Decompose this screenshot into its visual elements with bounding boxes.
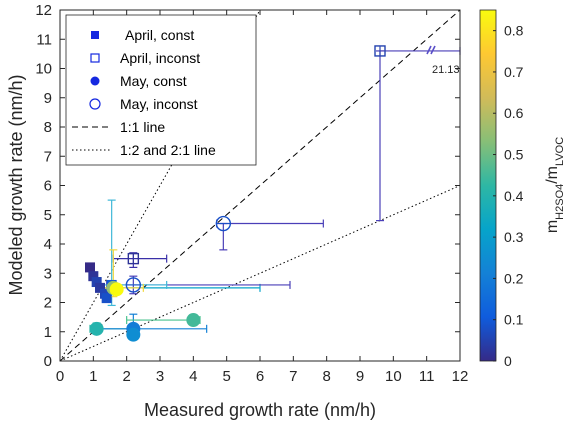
y-tick-label-12: 12 bbox=[35, 2, 52, 19]
x-tick-label-0: 0 bbox=[56, 368, 64, 385]
colorbar-tick-label-0.5: 0.5 bbox=[504, 147, 524, 163]
x-tick-label-1: 1 bbox=[89, 368, 97, 385]
legend-label-1-2-2-1-line: 1:2 and 2:1 line bbox=[120, 142, 216, 158]
point-april-const-0 bbox=[85, 262, 95, 273]
y-tick-label-5: 5 bbox=[44, 207, 52, 224]
x-tick-label-2: 2 bbox=[122, 368, 130, 385]
x-tick-label-8: 8 bbox=[322, 368, 330, 385]
legend-marker-filled-circle bbox=[90, 76, 100, 86]
legend-label-april-const: April, const bbox=[125, 27, 194, 43]
y-tick-label-3: 3 bbox=[44, 265, 52, 282]
colorbar-tick-label-0.7: 0.7 bbox=[504, 64, 524, 80]
legend-label-may-const: May, const bbox=[120, 73, 187, 89]
colorbar-tick-label-0.3: 0.3 bbox=[504, 229, 524, 245]
data-points bbox=[85, 45, 386, 342]
colorbar-tick-label-0: 0 bbox=[504, 353, 512, 369]
y-tick-label-10: 10 bbox=[35, 61, 52, 78]
x-tick-label-10: 10 bbox=[385, 368, 402, 385]
annotation-label: 21.13 bbox=[432, 64, 460, 76]
reference-lines bbox=[60, 10, 460, 361]
legend-label-may-inconst: May, inconst bbox=[120, 96, 198, 112]
point-april-const-5 bbox=[101, 293, 112, 304]
y-tick-label-7: 7 bbox=[44, 148, 52, 165]
legend-label-1-1-line: 1:1 line bbox=[120, 119, 165, 135]
x-tick-label-12: 12 bbox=[452, 368, 469, 385]
legend-marker-open-square bbox=[90, 53, 100, 63]
legend: April, const April, inconst May, const M… bbox=[65, 14, 257, 166]
legend-box bbox=[65, 14, 257, 166]
x-tick-label-7: 7 bbox=[289, 368, 297, 385]
y-tick-label-8: 8 bbox=[44, 119, 52, 136]
point-may-const-4 bbox=[109, 282, 124, 297]
point-april-const-2 bbox=[91, 277, 102, 288]
x-tick-label-11: 11 bbox=[419, 368, 435, 385]
y-tick-label-0: 0 bbox=[44, 353, 52, 370]
x-tick-label-6: 6 bbox=[256, 368, 264, 385]
point-may-const-0 bbox=[89, 321, 104, 336]
y-tick-label-9: 9 bbox=[44, 90, 52, 107]
colorbar: 0 0.1 0.2 0.3 0.4 0.5 0.6 0.7 0.8 mH2SO4/mLVOC bbox=[479, 9, 566, 369]
colorbar-ticks: 0 0.1 0.2 0.3 0.4 0.5 0.6 0.7 0.8 bbox=[493, 23, 524, 369]
x-tick-label-4: 4 bbox=[189, 368, 197, 385]
x-tick-label-3: 3 bbox=[156, 368, 164, 385]
point-may-const-5 bbox=[186, 313, 201, 328]
colorbar-tick-label-0.8: 0.8 bbox=[504, 23, 524, 39]
point-april-const-3 bbox=[95, 282, 105, 293]
y-tick-label-4: 4 bbox=[44, 236, 52, 253]
colorbar-tick-label-0.1: 0.1 bbox=[504, 312, 524, 328]
reference-line-2 bbox=[60, 185, 460, 361]
colorbar-tick-label-0.2: 0.2 bbox=[504, 270, 524, 286]
legend-label-april-inconst: April, inconst bbox=[120, 50, 200, 66]
colorbar-tick-label-0.4: 0.4 bbox=[504, 188, 524, 204]
x-axis-ticks: 0 1 2 3 4 5 6 7 8 9 10 11 12 bbox=[56, 10, 469, 385]
colorbar-label: mH2SO4/mLVOC bbox=[544, 137, 566, 233]
y-tick-label-11: 11 bbox=[36, 31, 52, 48]
axis-break-annotation: 21.13 bbox=[426, 45, 460, 76]
colorbar-tick-label-0.6: 0.6 bbox=[504, 105, 524, 121]
reference-line-0 bbox=[60, 10, 460, 361]
x-tick-label-9: 9 bbox=[356, 368, 364, 385]
legend-marker-open-circle bbox=[89, 98, 101, 110]
legend-marker-filled-square bbox=[91, 31, 99, 39]
y-tick-label-1: 1 bbox=[44, 324, 52, 341]
y-tick-label-2: 2 bbox=[44, 295, 52, 312]
point-may-const-2 bbox=[126, 327, 141, 342]
x-tick-label-5: 5 bbox=[222, 368, 230, 385]
y-axis-label: Modeled growth rate (nm/h) bbox=[6, 74, 26, 295]
y-tick-label-6: 6 bbox=[44, 178, 52, 195]
colorbar-gradient bbox=[479, 9, 497, 362]
point-april-const-1 bbox=[88, 271, 99, 282]
x-axis-label: Measured growth rate (nm/h) bbox=[144, 400, 376, 420]
